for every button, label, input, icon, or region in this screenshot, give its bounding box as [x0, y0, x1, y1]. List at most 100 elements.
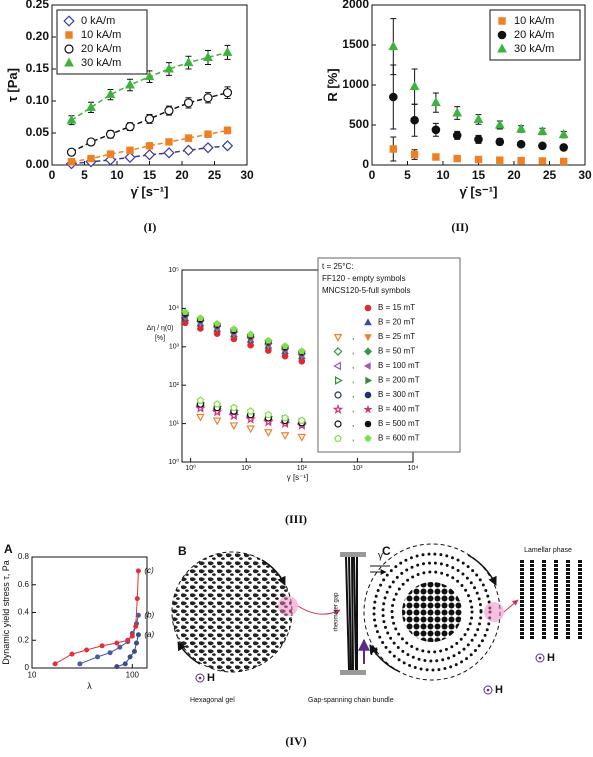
legend-title: t = 25°C: [322, 262, 353, 271]
marker [263, 416, 274, 427]
legend-label: B = 100 mT [378, 361, 420, 370]
marker [125, 121, 135, 132]
series-label: (b) [144, 610, 154, 619]
marker [335, 376, 343, 385]
x-tick-label: 15 [143, 168, 157, 182]
marker [164, 105, 174, 116]
y-tick-label: 10⁰ [168, 458, 179, 466]
marker [474, 155, 483, 164]
field-symbol [198, 676, 202, 680]
marker [389, 145, 398, 153]
marker [453, 154, 461, 163]
marker [245, 413, 256, 424]
legend-separator: , [352, 361, 354, 370]
legend-label: B = 300 mT [378, 390, 420, 399]
zoom-arrow [503, 599, 519, 613]
marker [145, 142, 154, 150]
marker [105, 129, 116, 139]
marker [496, 156, 504, 164]
x-tick-label: 10 [28, 670, 37, 679]
marker [559, 143, 569, 152]
marker [497, 43, 507, 53]
rotation-arrow [369, 644, 401, 673]
marker [133, 640, 139, 646]
legend-label: 30 kA/m [514, 43, 554, 55]
x-tick-label: 10⁴ [408, 465, 419, 472]
marker [144, 71, 155, 81]
marker [125, 637, 131, 643]
marker [246, 407, 255, 415]
marker [229, 422, 239, 431]
x-tick-label: 5 [81, 168, 88, 182]
marker [77, 661, 83, 667]
marker [195, 402, 206, 413]
zoom-arrow [297, 605, 341, 616]
marker [122, 661, 128, 667]
y-tick-label: 10¹ [169, 420, 180, 427]
x-tick-label: 10² [297, 465, 308, 472]
marker [222, 46, 233, 56]
caption: (II) [451, 220, 468, 234]
marker [264, 429, 273, 437]
legend-separator: , [352, 390, 354, 399]
marker [84, 647, 90, 653]
marker [114, 640, 120, 646]
marker [537, 125, 548, 135]
x-tick-label: 20 [507, 168, 521, 182]
marker [86, 137, 96, 147]
field-symbol [538, 656, 542, 660]
legend-label: 0 kA/m [81, 15, 115, 27]
rotation-arrow [261, 559, 286, 586]
marker [86, 101, 96, 111]
legend-label: 10 kA/m [514, 15, 554, 27]
marker [363, 404, 373, 414]
marker [517, 156, 525, 165]
marker [298, 347, 306, 355]
y-tick-label: 2000 [342, 0, 369, 11]
marker [516, 139, 526, 149]
marker [247, 330, 255, 338]
diagram-c: C Lamellar phase H H [363, 543, 582, 696]
marker [333, 361, 341, 371]
x-tick-label: 10³ [352, 465, 363, 472]
y-tick-label: 0.8 [18, 552, 30, 561]
marker [134, 596, 140, 602]
marker [297, 433, 307, 442]
y-tick-label: 10² [169, 382, 180, 389]
y-axis-label: R [%] [325, 68, 340, 101]
dot-ring [381, 561, 483, 663]
shear-arrow [370, 565, 390, 572]
marker [246, 425, 255, 434]
y-axis-label: τ [Pa] [5, 68, 20, 102]
marker [281, 342, 289, 349]
marker [117, 644, 123, 650]
marker [135, 632, 141, 638]
panel-letter: A [4, 542, 13, 556]
legend-separator: , [352, 347, 354, 356]
marker [230, 325, 238, 333]
marker [334, 434, 342, 442]
x-tick-label: 10 [436, 168, 450, 182]
marker [334, 420, 342, 428]
marker [431, 125, 441, 135]
chain-bundle [345, 556, 358, 671]
y-tick-label: 0.2 [18, 635, 30, 644]
y-tick-label: 0 [25, 663, 30, 672]
marker [280, 432, 290, 441]
legend-separator: , [352, 419, 354, 428]
marker [364, 391, 372, 399]
left-label: Hexagonal gel [190, 697, 235, 704]
marker [559, 157, 568, 166]
marker [297, 416, 306, 424]
caption: (IV) [285, 734, 306, 748]
marker [164, 63, 174, 73]
diagram-b: B rheometer gap γ̇ H H Hexagonal gel Gap… [171, 544, 394, 704]
fit-line [71, 145, 228, 165]
marker [202, 142, 214, 154]
marker [183, 57, 194, 67]
legend-separator: , [352, 434, 354, 443]
x-tick-label: 100 [126, 670, 140, 679]
x-tick-label: 25 [543, 168, 557, 182]
legend-label: B = 25 mT [378, 332, 415, 341]
legend-title: FF120 - empty symbols [322, 274, 406, 283]
